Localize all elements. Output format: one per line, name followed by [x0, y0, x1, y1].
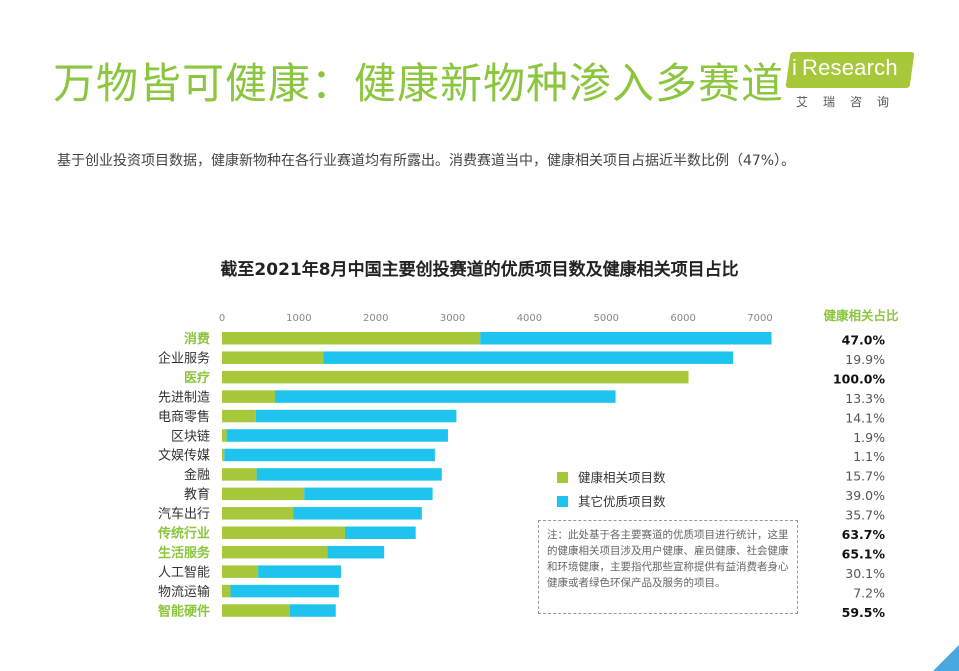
category-label: 传统行业 [157, 526, 210, 542]
category-label: 医疗 [184, 370, 210, 386]
ratio-label: 35.7% [845, 508, 885, 523]
bar-segment [222, 448, 225, 462]
bar-segment [222, 370, 689, 384]
ratio-label: 1.1% [853, 449, 885, 464]
logo-subtitle: 艾瑞咨询 [796, 95, 905, 109]
bar-segment [222, 429, 227, 442]
bar-segment [222, 545, 328, 559]
ratio-label: 13.3% [845, 391, 885, 406]
x-tick-label: 0 [219, 313, 225, 324]
bar-segment [222, 507, 294, 520]
ratio-header: 健康相关占比 [823, 308, 899, 323]
ratio-label: 39.0% [845, 488, 885, 503]
category-label: 消费 [184, 331, 210, 347]
bar-segment [480, 332, 772, 345]
ratio-label: 15.7% [845, 469, 885, 484]
category-label: 人工智能 [158, 565, 210, 580]
chart-note: 注：此处基于各主要赛道的优质项目进行统计，这里的健康相关项目涉及用户健康、雇员健… [538, 520, 798, 614]
bar-segment [289, 604, 336, 617]
category-label: 先进制造 [158, 390, 210, 405]
x-tick-label: 6000 [670, 313, 695, 324]
category-label: 文娱传媒 [158, 449, 210, 464]
category-label: 物流运输 [158, 584, 210, 600]
bar-segment [222, 487, 305, 501]
bar-segment [222, 604, 290, 617]
category-label: 生活服务 [158, 545, 211, 561]
iresearch-logo: i Research 艾瑞咨询 [785, 44, 918, 114]
category-label: 金融 [184, 467, 210, 483]
bar-segment [230, 584, 339, 598]
bar-segment [255, 409, 457, 423]
legend-label: 其它优质项目数 [578, 494, 666, 509]
bar-segment [226, 429, 448, 442]
x-tick-label: 2000 [363, 313, 388, 324]
logo-brand: Research [802, 55, 898, 80]
legend-label: 健康相关项目数 [578, 470, 666, 485]
category-label: 区块链 [171, 429, 210, 444]
bar-segment [222, 351, 324, 364]
category-label: 电商零售 [158, 409, 210, 425]
logo-brand-i: i [792, 55, 797, 80]
ratio-label: 1.9% [853, 430, 885, 445]
bar-segment [293, 507, 422, 520]
ratio-label: 59.5% [842, 605, 886, 620]
page-subtitle: 基于创业投资项目数据，健康新物种在各行业赛道均有所露出。消费赛道当中，健康相关项… [57, 153, 796, 169]
bar-segment [304, 487, 433, 501]
bar-segment [258, 565, 342, 578]
x-tick-label: 7000 [747, 313, 772, 324]
bar-segment [256, 468, 442, 481]
bar-segment [222, 468, 257, 481]
bar-segment [222, 584, 231, 598]
ratio-label: 19.9% [845, 352, 885, 367]
legend-swatch [557, 496, 568, 507]
x-tick-label: 1000 [286, 313, 311, 324]
category-label: 企业服务 [158, 350, 210, 366]
bar-segment [222, 409, 256, 423]
bar-segment [222, 565, 259, 578]
bar-segment [222, 390, 276, 403]
ratio-label: 100.0% [833, 371, 886, 386]
page-title: 万物皆可健康：健康新物种渗入多赛道 [53, 59, 785, 108]
bar-segment [222, 526, 345, 539]
category-label: 教育 [184, 487, 210, 503]
ratio-label: 63.7% [842, 527, 886, 542]
bar-segment [327, 545, 385, 559]
legend-swatch [557, 472, 568, 483]
x-tick-label: 5000 [594, 313, 619, 324]
ratio-label: 65.1% [842, 546, 886, 561]
chart-title: 截至2021年8月中国主要创投赛道的优质项目数及健康相关项目占比 [220, 260, 739, 280]
ratio-label: 30.1% [845, 566, 885, 581]
bar-segment [222, 332, 481, 345]
ratio-label: 7.2% [853, 585, 885, 600]
ratio-label: 14.1% [845, 410, 885, 425]
ratio-label: 47.0% [842, 333, 886, 348]
bar-segment [344, 526, 416, 539]
bar-segment [323, 351, 734, 364]
corner-decoration [933, 645, 959, 671]
x-tick-label: 4000 [517, 313, 542, 324]
category-label: 智能硬件 [158, 603, 210, 619]
bar-segment [275, 390, 616, 403]
category-label: 汽车出行 [158, 506, 210, 522]
x-tick-label: 3000 [440, 313, 465, 324]
bar-segment [224, 448, 435, 462]
